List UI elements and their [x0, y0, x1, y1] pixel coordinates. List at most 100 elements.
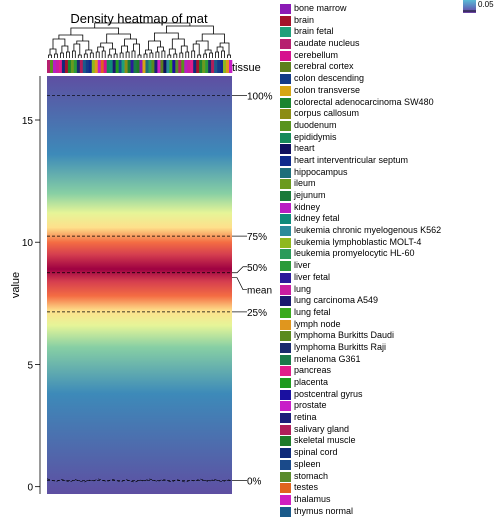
- legend-item: melanoma G361: [280, 354, 504, 366]
- annotation-cell: [148, 60, 152, 73]
- annotation-cell: [130, 60, 134, 73]
- legend-label: liver: [294, 260, 311, 271]
- quantile-lines: 100% 75% 50% mean 25% 0%: [47, 92, 273, 488]
- annotation-cell: [49, 60, 54, 73]
- legend-swatch: [280, 179, 291, 190]
- legend-swatch: [280, 424, 291, 435]
- dendrogram-branch: [89, 52, 94, 58]
- legend-label: leukemia promyelocytic HL-60: [294, 248, 415, 259]
- dendrogram-branch: [173, 53, 178, 58]
- dendrogram-branch: [83, 53, 88, 58]
- legend-swatch: [280, 471, 291, 482]
- legend-swatch: [280, 155, 291, 166]
- legend-item: ileum: [280, 178, 504, 190]
- annotation-cell: [82, 60, 87, 73]
- y-tick-label: 5: [27, 360, 33, 371]
- annotation-label: tissue: [232, 62, 261, 74]
- annotation-cell: [73, 60, 78, 73]
- legend-item: brain: [280, 15, 504, 27]
- annotation-cell: [61, 60, 66, 73]
- legend-label: thymus normal: [294, 505, 354, 516]
- annotation-cell: [166, 60, 170, 73]
- annotation-cell: [196, 60, 200, 73]
- y-tick-label: 0: [27, 483, 33, 494]
- legend-item: lymphoma Burkitts Raji: [280, 342, 504, 354]
- dendrogram-branch: [52, 38, 66, 49]
- legend-swatch: [280, 62, 291, 73]
- dendrogram-branch: [106, 33, 131, 43]
- annotation-cell: [136, 60, 140, 73]
- annotation-cell: [91, 60, 96, 73]
- legend-swatch: [280, 389, 291, 400]
- annotation-cell: [112, 60, 116, 73]
- legend-label: brain fetal: [294, 26, 334, 37]
- dendrogram-branch: [54, 53, 58, 58]
- y-tick-label: 10: [22, 238, 34, 249]
- dendrogram-branch: [76, 40, 90, 50]
- dendrogram-branch: [155, 51, 160, 58]
- legend-item: caudate nucleus: [280, 38, 504, 50]
- legend-swatch: [280, 319, 291, 330]
- dendrogram-branch: [143, 53, 148, 58]
- annotation-cell: [157, 60, 161, 73]
- dendrogram-branch: [77, 54, 82, 58]
- quantile-connector: [232, 266, 247, 274]
- annotation-cell: [106, 60, 110, 73]
- legend-item: salivary gland: [280, 424, 504, 436]
- legend-swatch: [280, 342, 291, 353]
- legend-item: spinal cord: [280, 447, 504, 459]
- dendrogram-branch: [73, 43, 81, 55]
- dendrogram-branch: [131, 50, 136, 58]
- annotation-cell: [175, 60, 179, 73]
- legend-item: skeletal muscle: [280, 435, 504, 447]
- annotation-cell: [55, 60, 60, 73]
- annotation-cell: [211, 60, 215, 73]
- annotation-cell: [47, 60, 51, 73]
- dendrogram-branch: [107, 54, 112, 58]
- annotation-cell: [226, 60, 230, 73]
- quantile-label: 25%: [247, 308, 267, 319]
- annotation-cell: [127, 60, 131, 73]
- annotation-cell: [88, 60, 93, 73]
- legend-label: lymphoma Burkitts Raji: [294, 341, 387, 352]
- legend-item: liver fetal: [280, 272, 504, 284]
- dendrogram-branch: [201, 33, 225, 43]
- legend-item: cerebral cortex: [280, 61, 504, 73]
- legend-label: spinal cord: [294, 447, 338, 458]
- annotation-cell: [178, 60, 182, 73]
- legend-label: skeletal muscle: [294, 435, 356, 446]
- column-dendrogram: [48, 22, 231, 58]
- legend-label: pancreas: [294, 365, 332, 376]
- dendrogram-branch: [119, 52, 124, 58]
- annotation-cell: [103, 60, 107, 73]
- legend-swatch: [280, 272, 291, 283]
- dendrogram-branch: [154, 32, 179, 41]
- dendrogram-branch: [60, 52, 64, 58]
- legend-item: thalamus: [280, 494, 504, 506]
- legend-item: cerebellum: [280, 50, 504, 62]
- legend-label: ileum: [294, 178, 316, 189]
- dendrogram-branch: [191, 50, 196, 58]
- legend-item: brain fetal: [280, 26, 504, 38]
- annotation-cell: [223, 60, 227, 73]
- tissue-annotation-bar: [47, 60, 233, 73]
- legend-swatch: [280, 448, 291, 459]
- dendrogram-branch: [221, 50, 225, 58]
- legend-swatch: [280, 226, 291, 237]
- legend-label: thalamus: [294, 493, 331, 504]
- density-heatmap-figure: Density heatmap of mat tissue 100%75%50%…: [10, 11, 273, 494]
- annotation-cell: [160, 60, 164, 73]
- dendrogram-branch: [209, 52, 213, 58]
- dendrogram-branch: [66, 51, 70, 58]
- dendrogram-branch: [192, 43, 200, 55]
- legend-swatch: [280, 237, 291, 248]
- legend-item: lymph node: [280, 319, 504, 331]
- legend-label: caudate nucleus: [294, 38, 360, 49]
- dendrogram-branch: [167, 54, 172, 58]
- legend-swatch: [280, 436, 291, 447]
- legend-item: liver: [280, 260, 504, 272]
- annotation-cell: [145, 60, 149, 73]
- legend-item: bone marrow: [280, 3, 504, 15]
- annotation-cell: [79, 60, 84, 73]
- quantile-label: 50%: [247, 263, 267, 274]
